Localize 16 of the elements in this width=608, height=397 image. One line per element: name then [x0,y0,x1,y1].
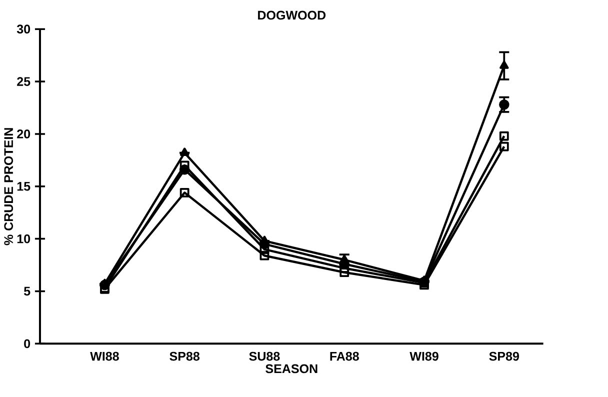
y-axis-title: % CRUDE PROTEIN [4,128,14,246]
x-tick-label: FA88 [330,352,359,361]
x-tick-label: SP89 [489,352,519,361]
y-tick-label: 30 [16,24,30,34]
y-tick-label: 15 [17,182,30,191]
x-axis-title: SEASON [266,364,318,374]
y-tick-label: 0 [24,339,30,348]
x-tick-label: SP88 [170,352,200,361]
y-tick-label: 25 [17,77,30,86]
x-tick-label: WI89 [410,352,438,361]
x-tick-label: WI88 [90,352,119,361]
y-tick-label: 5 [24,286,30,296]
y-tick-label: 20 [17,129,30,138]
x-tick-label: SU88 [249,352,280,361]
chart-title: DOGWOOD [258,10,326,20]
y-tick-label: 10 [17,234,30,244]
